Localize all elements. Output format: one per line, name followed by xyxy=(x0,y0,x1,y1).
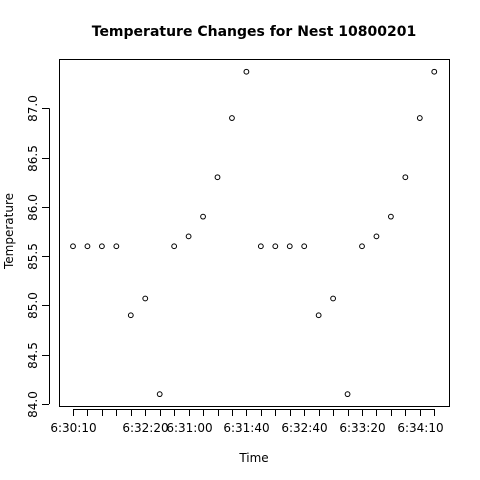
data-point xyxy=(99,243,105,250)
y-tick-label: 86.5 xyxy=(26,145,40,172)
data-point xyxy=(84,243,91,250)
data-point xyxy=(402,174,409,181)
data-point xyxy=(243,68,250,75)
data-point xyxy=(301,243,308,250)
data-point xyxy=(416,115,423,121)
chart-title: Temperature Changes for Nest 10800201 xyxy=(92,24,416,40)
data-point xyxy=(315,312,322,319)
data-point xyxy=(70,243,76,250)
x-tick-label: 6:32:40 xyxy=(281,421,327,435)
data-point xyxy=(156,391,163,398)
data-point xyxy=(388,213,394,220)
data-point xyxy=(200,213,206,220)
x-tick-label: 6:30:10 xyxy=(50,421,96,435)
data-point xyxy=(142,295,149,302)
data-point xyxy=(272,243,279,250)
data-point xyxy=(127,312,134,319)
data-points xyxy=(70,68,438,398)
y-tick-label: 84.5 xyxy=(26,342,40,369)
y-tick-label: 86.0 xyxy=(26,194,40,221)
data-point xyxy=(257,243,264,250)
data-point xyxy=(359,243,365,250)
x-axis-label: Time xyxy=(238,451,268,465)
x-tick-label: 6:34:10 xyxy=(397,421,443,435)
data-point xyxy=(330,295,337,302)
plot-area xyxy=(59,59,450,407)
x-tick-label: 6:31:00 xyxy=(166,421,212,435)
data-point xyxy=(214,174,221,181)
y-tick-label: 85.0 xyxy=(26,292,40,319)
y-axis-label: Temperature xyxy=(2,193,16,270)
y-axis: 84.0 84.5 85.0 85.5 86.0 86.5 87.0 xyxy=(26,95,50,418)
x-tick-label: 6:33:20 xyxy=(339,421,385,435)
y-tick-label: 84.0 xyxy=(26,391,40,418)
x-tick-label: 6:32:20 xyxy=(122,421,168,435)
y-tick-label: 85.5 xyxy=(26,243,40,270)
data-point xyxy=(171,243,178,250)
y-tick-label: 87.0 xyxy=(26,95,40,122)
data-point xyxy=(286,243,293,250)
data-point xyxy=(185,233,192,240)
x-axis: 6:30:10 6:32:206:31:00 6:31:40 6:32:40 6:33:… xyxy=(50,409,444,435)
data-point xyxy=(229,115,235,121)
data-point xyxy=(431,68,438,75)
data-point xyxy=(344,391,351,398)
data-point xyxy=(113,243,120,250)
data-point xyxy=(373,233,380,240)
x-tick-label: 6:31:40 xyxy=(223,421,269,435)
